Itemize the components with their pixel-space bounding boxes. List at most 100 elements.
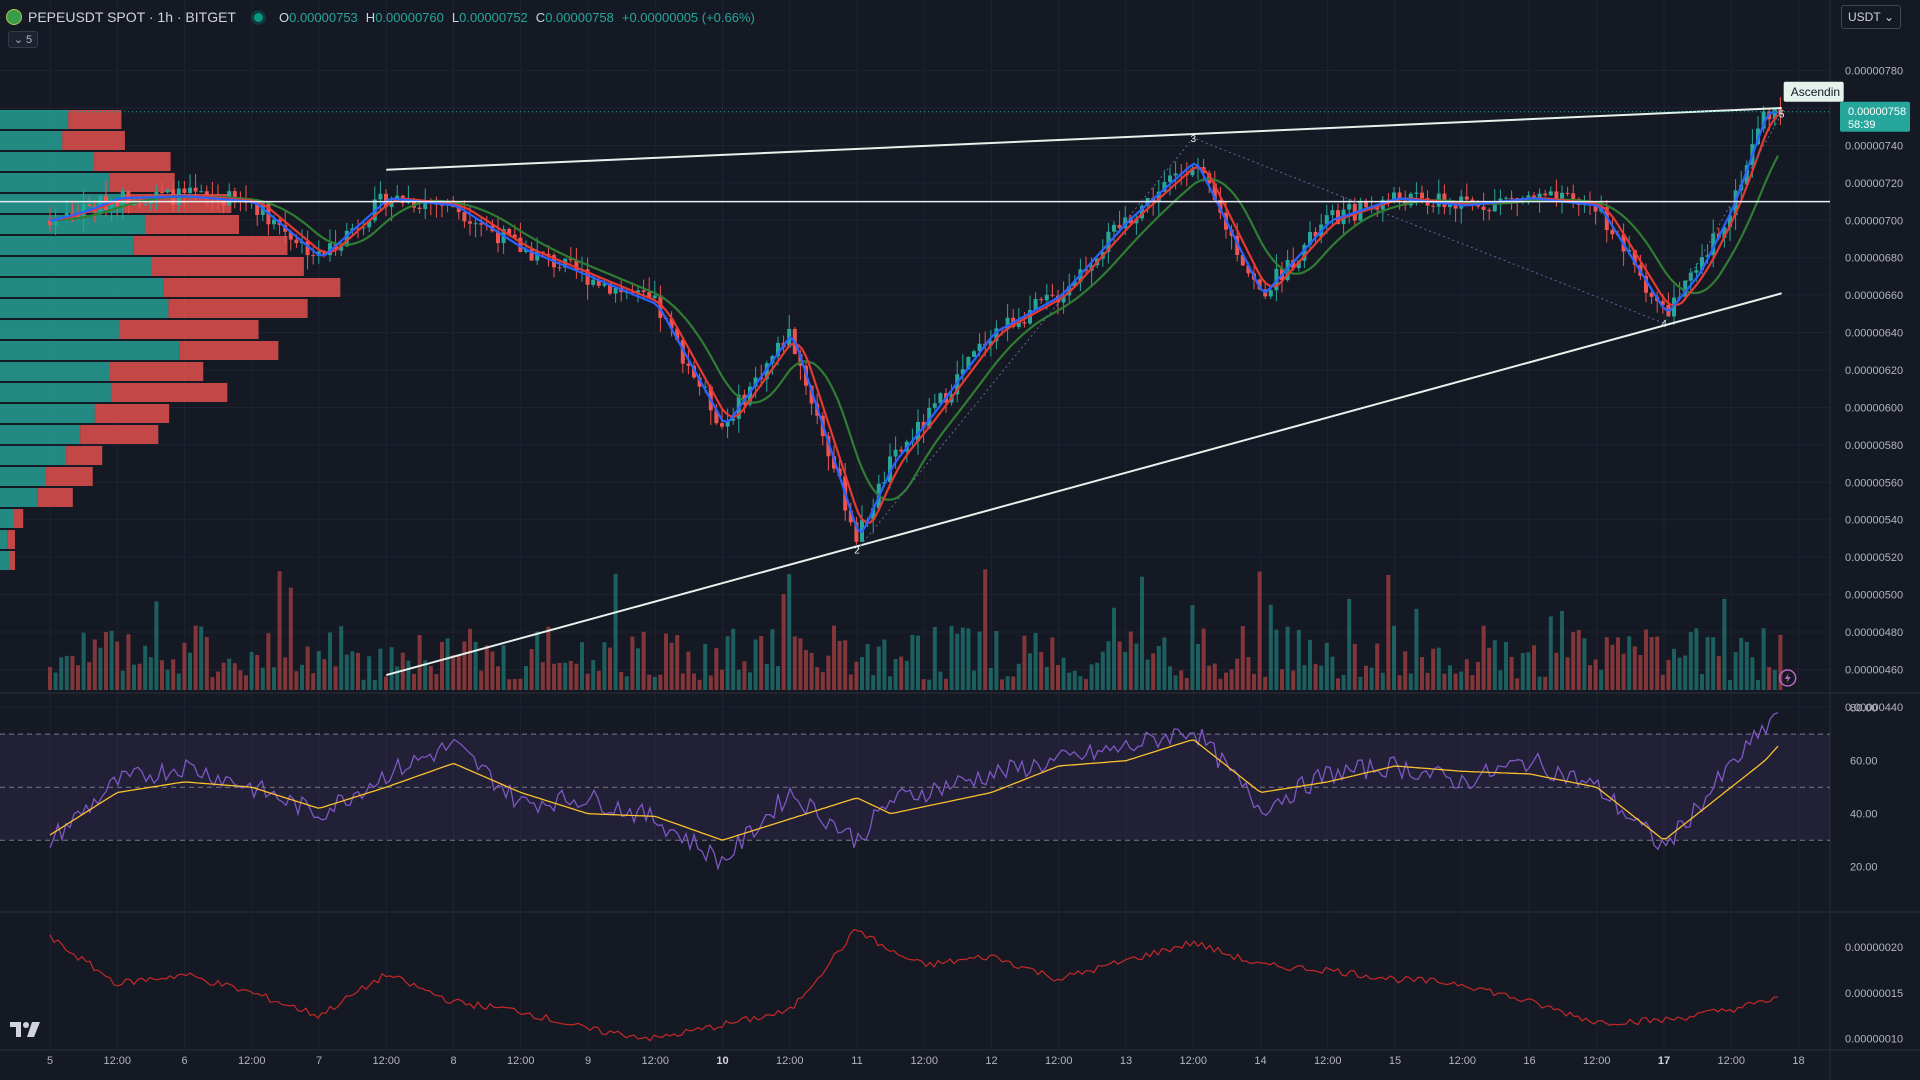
moving-average-mid-line (49, 114, 1779, 524)
candle-body (311, 255, 316, 257)
candle-body (826, 436, 831, 457)
candle-body (1722, 227, 1727, 238)
candle-body (602, 283, 607, 286)
symbol-title[interactable]: PEPEUSDT SPOT · 1h · BITGET (28, 9, 236, 25)
candle-body (1218, 199, 1223, 213)
candle-body (1140, 205, 1144, 219)
time-axis-label: 12:00 (372, 1055, 400, 1067)
candle-body (1420, 192, 1424, 199)
candle-body (288, 231, 293, 240)
candle-body (389, 200, 394, 208)
volume-bar (479, 670, 484, 690)
candle-body (1291, 259, 1296, 269)
volume-bar (1767, 667, 1772, 690)
volume-bar (1028, 653, 1032, 690)
volume-bar (1414, 608, 1419, 690)
volume-bar (288, 587, 293, 690)
volume-bar (1263, 676, 1268, 690)
indicators-toggle-button[interactable]: ⌄ 5 (8, 31, 38, 48)
candle-body (1016, 322, 1021, 327)
candle-body (143, 203, 148, 206)
volume-bar (1134, 643, 1139, 690)
volume-bar (188, 652, 192, 690)
volume-bar (949, 626, 954, 690)
candle-body (1644, 275, 1648, 293)
volume-bar (1716, 656, 1721, 690)
volume-bar (176, 673, 181, 690)
volume-bar (1246, 656, 1251, 690)
volume-bar (1470, 675, 1475, 690)
volume-bar (87, 662, 92, 690)
volume-bar (1722, 598, 1727, 690)
volume-bar (675, 635, 680, 690)
grid-lines (0, 0, 1830, 1050)
volume-bar (1308, 639, 1312, 690)
lower-axis-label: 0.00000010 (1845, 1034, 1903, 1046)
volume-bar (1481, 625, 1486, 690)
volume-bar (333, 666, 338, 690)
volume-bar (1509, 656, 1514, 690)
candle-body (1761, 111, 1766, 129)
candle-body (1364, 202, 1368, 208)
volume-bar (137, 663, 142, 690)
volume-bar (1543, 676, 1548, 690)
candle-body (1448, 203, 1452, 208)
volume-bar (1448, 665, 1452, 690)
candle-body (1464, 196, 1469, 200)
candle-body (412, 199, 416, 208)
volume-profile-sell-bar (110, 383, 228, 402)
candle-body (697, 377, 702, 387)
candle-body (356, 228, 360, 230)
candle-body (232, 191, 237, 198)
candle-body (1173, 173, 1178, 176)
volume-profile-buy-bar (0, 152, 95, 171)
volume-profile-sell-bar (62, 131, 125, 150)
price-axis-label: 0.00000440 (1845, 702, 1903, 714)
volume-bar (1756, 679, 1760, 690)
candle-body (204, 191, 209, 195)
volume-bar (1268, 604, 1273, 690)
volume-profile-sell-bar (14, 509, 24, 528)
lightning-icon-glyph (1784, 673, 1791, 683)
volume-bar (244, 675, 248, 690)
volume-bar (787, 574, 792, 690)
candle-body (1123, 217, 1128, 229)
currency-select[interactable]: USDT ⌄ (1841, 5, 1901, 29)
candle-body (1061, 295, 1066, 303)
candle-body (1324, 215, 1329, 225)
time-axis-label: 12:00 (641, 1055, 669, 1067)
volume-bar (1341, 675, 1346, 690)
volume-bar (1616, 637, 1620, 690)
volume-bar (1039, 651, 1044, 690)
volume-bar (350, 651, 355, 690)
volume-bar (725, 636, 730, 690)
candle-body (1330, 210, 1335, 216)
volume-profile-buy-bar (0, 530, 8, 549)
volume-bar (1677, 657, 1682, 690)
candle-body (613, 287, 618, 294)
volume-bar (445, 638, 450, 690)
volume-bar (731, 628, 736, 690)
candle-body (456, 207, 461, 213)
candle-body (798, 354, 803, 366)
volume-bar (1011, 676, 1016, 690)
volume-bar (484, 645, 489, 690)
volume-bar (669, 642, 674, 690)
volume-bar (1252, 673, 1256, 690)
countdown-value: 58:39 (1848, 119, 1876, 131)
candle-body (966, 356, 971, 370)
volume-bar (48, 667, 52, 690)
volume-bar (624, 676, 629, 690)
volume-bar (1123, 651, 1128, 690)
candle-body (764, 363, 769, 380)
volume-bar (1655, 636, 1660, 690)
candle-body (199, 191, 204, 193)
lightning-icon[interactable] (1778, 669, 1797, 687)
price-axis-label: 0.00000740 (1845, 140, 1903, 152)
volume-bar (1257, 571, 1262, 690)
price-axis-label: 0.00000680 (1845, 253, 1903, 265)
volume-bar (977, 631, 982, 690)
candle-body (468, 221, 472, 224)
volume-bar (1420, 657, 1424, 690)
